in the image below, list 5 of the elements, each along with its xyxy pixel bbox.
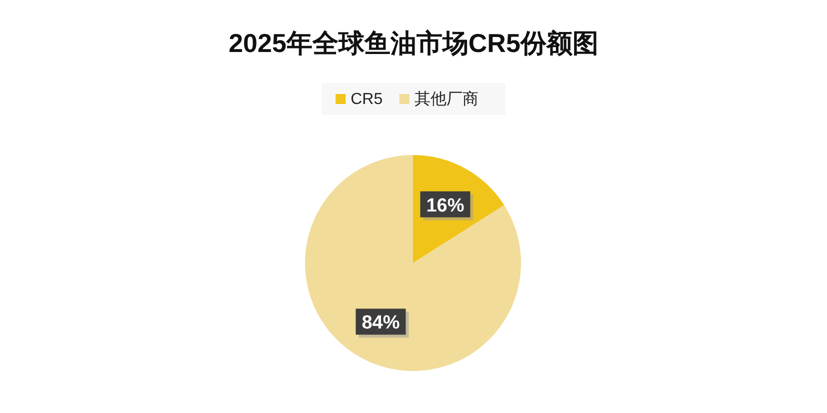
legend-label: CR5 — [350, 91, 383, 108]
data-label: 16% — [426, 195, 464, 216]
chart-title: 2025年全球鱼油市场CR5份额图 — [228, 28, 598, 58]
data-label: 84% — [362, 312, 400, 334]
legend-label: 其他厂商 — [414, 90, 478, 108]
